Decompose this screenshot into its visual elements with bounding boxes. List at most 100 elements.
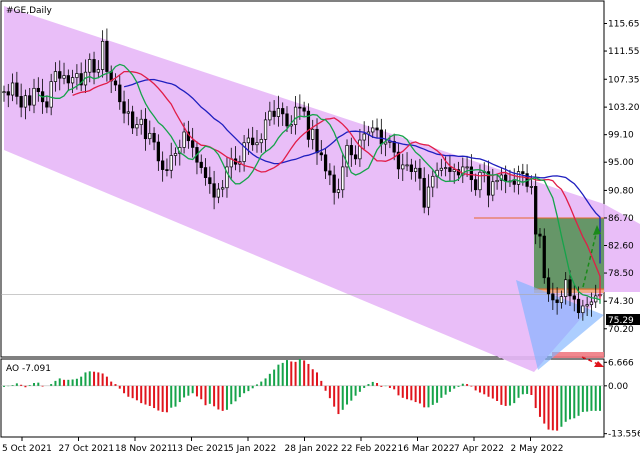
candle-body (495, 179, 499, 183)
candle-body (504, 174, 508, 182)
candle-body (555, 299, 559, 303)
candle-body (92, 59, 96, 73)
candle-body (486, 171, 491, 196)
candle-body (152, 132, 156, 143)
candle-body (362, 133, 366, 141)
candle-body (375, 127, 379, 131)
candle-body (118, 84, 122, 103)
candle-body (564, 279, 568, 297)
up-arrow-head (593, 225, 601, 235)
candle-body (15, 82, 19, 97)
candle-body (341, 166, 345, 191)
candle-body (88, 59, 92, 73)
candle-body (148, 132, 152, 140)
candle-body (349, 145, 353, 156)
ma-fast-line (37, 63, 601, 304)
ao-axis-labels: 6.666 0.00 -13.556 (604, 358, 640, 440)
y-tick-label: 70.20 (608, 325, 634, 335)
candle-body (251, 137, 255, 146)
candle-body (19, 96, 23, 108)
candle-body (332, 174, 336, 193)
candle-body (191, 140, 195, 148)
ao-pane (0, 358, 605, 438)
candle-body (353, 154, 358, 160)
candle-body (6, 91, 10, 96)
candle-body (58, 71, 62, 79)
candle-body (161, 160, 165, 170)
y-tick-label: 107.35 (608, 75, 640, 85)
candle-body (302, 107, 306, 112)
blue-wedge (516, 280, 604, 370)
candle-body (255, 142, 259, 146)
candle-body (199, 161, 203, 168)
candle-body (268, 110, 272, 121)
y-tick-label: 82.60 (608, 241, 634, 251)
candle-body (276, 108, 281, 117)
grid (1, 294, 604, 387)
up-projection-arrow (582, 229, 598, 288)
candle-body (559, 296, 564, 303)
candle-body (156, 141, 160, 162)
candle-body (336, 189, 341, 193)
x-tick-label: 5 Jan 2022 (228, 444, 276, 454)
candle-body (285, 113, 289, 127)
x-tick-label: 27 Oct 2021 (59, 444, 115, 454)
candle-body (409, 164, 413, 172)
chart-title: #GE,Daily (6, 6, 53, 16)
y-tick-label: 115.65 (608, 20, 640, 30)
candle-body (53, 71, 58, 82)
candle-body (379, 129, 383, 145)
candle-body (478, 171, 482, 191)
ma-mid-line (72, 70, 601, 300)
candle-body (465, 166, 469, 169)
candle-body (272, 110, 276, 117)
candle-body (418, 167, 422, 179)
candle-body (66, 75, 70, 84)
candle-body (426, 186, 431, 208)
candle-body (396, 151, 401, 170)
candle-body (512, 180, 516, 185)
candle-body (474, 179, 478, 191)
x-tick-label: 22 Feb 2022 (341, 444, 397, 454)
candle-body (546, 277, 551, 295)
candle-body (345, 145, 349, 168)
candle-body (32, 87, 36, 106)
y-tick-label: 99.10 (608, 131, 634, 141)
candle-body (75, 73, 79, 78)
candle-body (311, 128, 315, 140)
candle-body (135, 124, 139, 129)
candle-body (306, 110, 311, 140)
candle-body (405, 164, 409, 167)
candle-body (319, 152, 323, 156)
moving-averages (37, 63, 601, 304)
x-tick-label: 13 Dec 2021 (172, 444, 230, 454)
candle-body (298, 106, 302, 109)
ao-tick-label: -13.556 (608, 430, 640, 440)
candle-body (529, 186, 534, 188)
candle-body (143, 118, 148, 140)
candle-body (36, 87, 40, 93)
candle-body (23, 95, 28, 108)
candle-body (444, 167, 448, 169)
candle-body (521, 171, 525, 174)
candle-body (371, 127, 375, 133)
y-axis-labels: 115.65 111.55 107.35 103.20 99.10 95.00 90.80 8… (604, 20, 640, 335)
candle-body (70, 77, 75, 84)
candle-body (358, 139, 362, 160)
candle-body (452, 169, 456, 172)
candle-body (323, 154, 328, 172)
candle-body (100, 40, 105, 70)
candle-body (585, 304, 589, 307)
descending-channel (4, 6, 640, 372)
candle-body (263, 119, 268, 140)
x-tick-label: 5 Oct 2021 (2, 444, 52, 454)
candle-body (568, 279, 572, 297)
candle-body (126, 111, 130, 114)
candle-body (516, 171, 521, 185)
candle-body (79, 73, 83, 86)
candle-body (10, 82, 15, 96)
candle-body (259, 139, 263, 144)
y-tick-label: 86.70 (608, 214, 634, 224)
